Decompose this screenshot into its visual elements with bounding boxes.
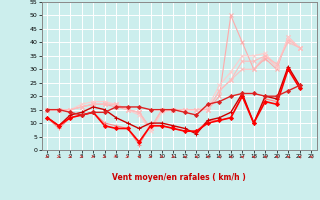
X-axis label: Vent moyen/en rafales ( km/h ): Vent moyen/en rafales ( km/h ) <box>112 173 246 182</box>
